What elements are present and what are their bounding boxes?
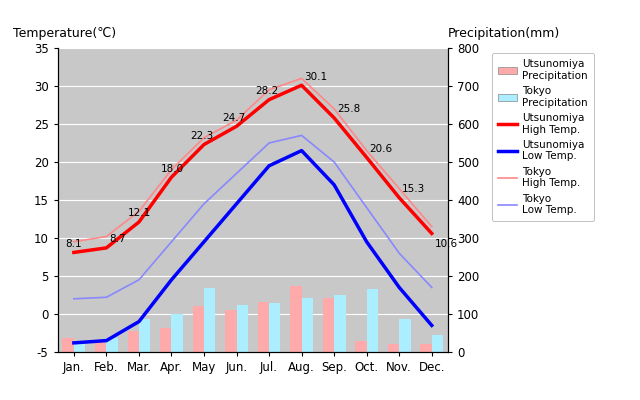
Text: 22.3: 22.3	[190, 131, 213, 141]
Bar	[172, 314, 183, 352]
Bar	[106, 338, 118, 352]
Legend: Utsunomiya
Precipitation, Tokyo
Precipitation, Utsunomiya
High Temp., Utsunomiya: Utsunomiya Precipitation, Tokyo Precipit…	[492, 53, 595, 221]
Bar	[355, 341, 367, 352]
Bar	[127, 331, 139, 352]
Text: 24.7: 24.7	[223, 113, 246, 123]
Text: 18.0: 18.0	[161, 164, 184, 174]
Text: 8.1: 8.1	[65, 239, 82, 249]
Bar	[237, 305, 248, 352]
Bar	[139, 318, 150, 352]
Text: Precipitation(mm): Precipitation(mm)	[448, 27, 560, 40]
Bar	[323, 298, 334, 352]
Bar	[160, 328, 172, 352]
Text: 8.7: 8.7	[109, 234, 126, 244]
Bar	[269, 302, 280, 352]
Bar	[399, 318, 411, 352]
Text: 10.6: 10.6	[435, 239, 458, 249]
Text: 15.3: 15.3	[402, 184, 425, 194]
Bar	[420, 344, 432, 352]
Text: 28.2: 28.2	[255, 86, 278, 96]
Bar	[334, 295, 346, 352]
Bar	[193, 306, 204, 352]
Bar	[95, 340, 106, 352]
Bar	[225, 310, 237, 352]
Bar	[204, 288, 216, 352]
Bar	[388, 344, 399, 352]
Text: 12.1: 12.1	[128, 208, 151, 218]
Text: 30.1: 30.1	[305, 72, 328, 82]
Bar	[367, 289, 378, 352]
Bar	[432, 335, 443, 352]
Text: 20.6: 20.6	[369, 144, 392, 154]
Bar	[74, 344, 85, 352]
Text: Temperature(℃): Temperature(℃)	[13, 27, 116, 40]
Bar	[301, 298, 313, 352]
Bar	[258, 302, 269, 352]
Bar	[290, 286, 301, 352]
Text: 25.8: 25.8	[337, 104, 360, 114]
Bar	[63, 338, 74, 352]
